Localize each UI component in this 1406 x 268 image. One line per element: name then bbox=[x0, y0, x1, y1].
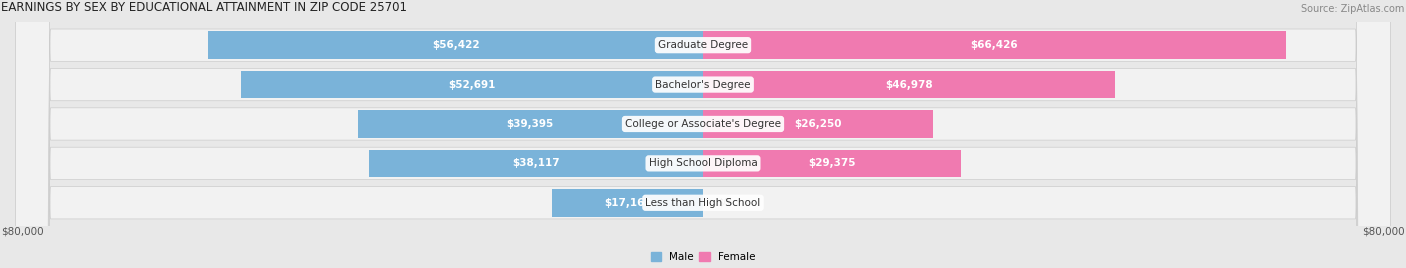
Text: $52,691: $52,691 bbox=[449, 80, 496, 90]
Text: $80,000: $80,000 bbox=[1, 226, 44, 236]
FancyBboxPatch shape bbox=[15, 0, 1391, 268]
FancyBboxPatch shape bbox=[15, 0, 1391, 268]
Bar bbox=[368, 150, 703, 177]
Text: Bachelor's Degree: Bachelor's Degree bbox=[655, 80, 751, 90]
Text: $46,978: $46,978 bbox=[886, 80, 932, 90]
Text: High School Diploma: High School Diploma bbox=[648, 158, 758, 168]
Text: $39,395: $39,395 bbox=[506, 119, 554, 129]
Text: $0: $0 bbox=[717, 198, 730, 208]
Bar bbox=[703, 71, 1115, 98]
Legend: Male, Female: Male, Female bbox=[647, 248, 759, 266]
Bar bbox=[240, 71, 703, 98]
Text: $80,000: $80,000 bbox=[1362, 226, 1405, 236]
Text: College or Associate's Degree: College or Associate's Degree bbox=[626, 119, 780, 129]
Text: Less than High School: Less than High School bbox=[645, 198, 761, 208]
FancyBboxPatch shape bbox=[15, 0, 1391, 268]
FancyBboxPatch shape bbox=[15, 0, 1391, 268]
Text: EARNINGS BY SEX BY EDUCATIONAL ATTAINMENT IN ZIP CODE 25701: EARNINGS BY SEX BY EDUCATIONAL ATTAINMEN… bbox=[1, 1, 408, 14]
Bar bbox=[553, 189, 703, 217]
FancyBboxPatch shape bbox=[15, 0, 1391, 268]
Text: $29,375: $29,375 bbox=[808, 158, 856, 168]
Text: Source: ZipAtlas.com: Source: ZipAtlas.com bbox=[1301, 5, 1405, 14]
Text: $26,250: $26,250 bbox=[794, 119, 842, 129]
Text: $17,163: $17,163 bbox=[605, 198, 651, 208]
Text: Graduate Degree: Graduate Degree bbox=[658, 40, 748, 50]
Text: $56,422: $56,422 bbox=[432, 40, 479, 50]
Bar bbox=[703, 150, 960, 177]
Bar bbox=[357, 110, 703, 138]
Text: $66,426: $66,426 bbox=[970, 40, 1018, 50]
Bar bbox=[703, 110, 934, 138]
Bar bbox=[703, 31, 1285, 59]
Bar bbox=[208, 31, 703, 59]
Text: $38,117: $38,117 bbox=[512, 158, 560, 168]
